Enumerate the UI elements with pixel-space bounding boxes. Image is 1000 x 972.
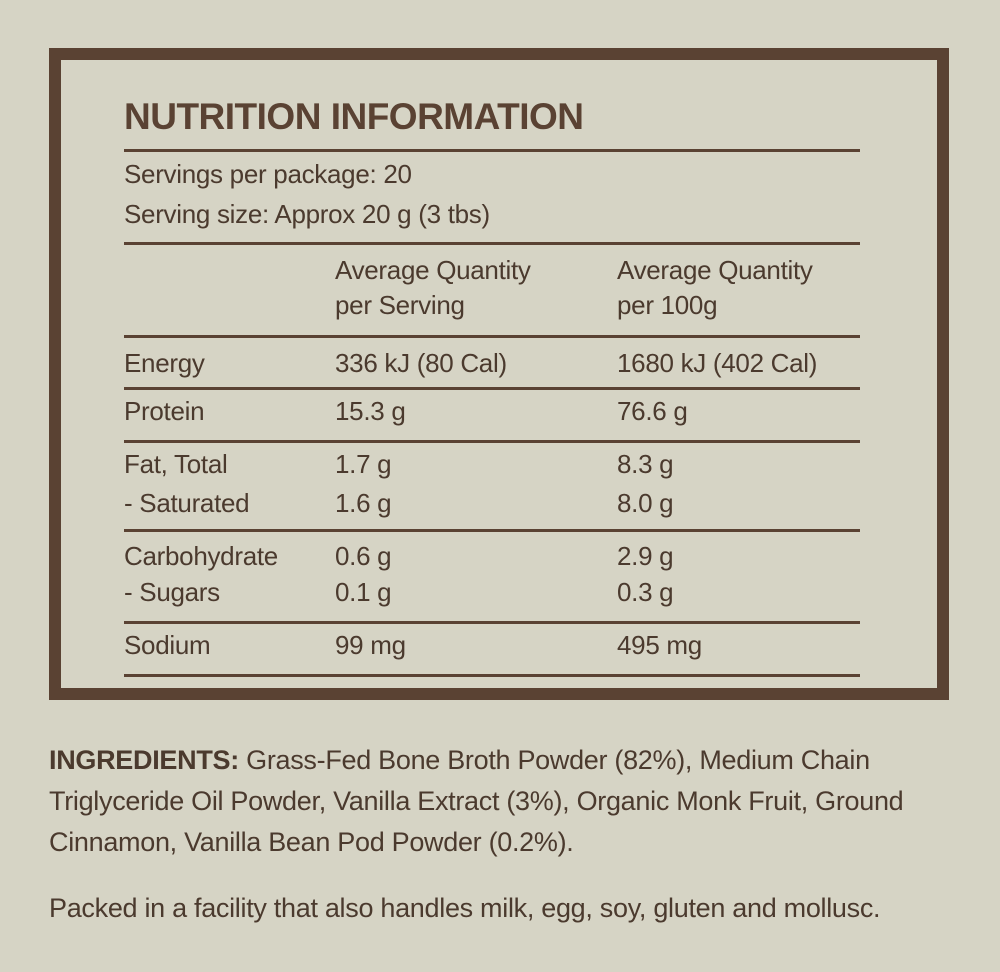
row-label-carbohydrate: Carbohydrate [124, 541, 278, 571]
header-per-serving-line1: Average Quantity [335, 255, 531, 285]
ingredients-paragraph: INGREDIENTS: Grass-Fed Bone Broth Powder… [49, 740, 949, 863]
row-saturated-per-100g: 8.0 g [617, 488, 674, 518]
ingredients-label: INGREDIENTS: [49, 745, 239, 775]
row-rule [124, 529, 860, 532]
table-bottom-rule [124, 674, 860, 677]
row-label-sugars: - Sugars [124, 577, 220, 607]
row-label-saturated: - Saturated [124, 488, 250, 518]
row-rule [124, 387, 860, 390]
header-per-100g-line1: Average Quantity [617, 255, 813, 285]
row-energy-per-serving: 336 kJ (80 Cal) [335, 348, 507, 378]
servings-per-package: Servings per package: 20 [124, 159, 412, 189]
serving-size: Serving size: Approx 20 g (3 tbs) [124, 199, 490, 229]
row-sugars-per-serving: 0.1 g [335, 577, 392, 607]
row-rule [124, 621, 860, 624]
header-rule-bottom [124, 335, 860, 338]
row-sodium-per-serving: 99 mg [335, 630, 406, 660]
row-fat-total-per-serving: 1.7 g [335, 449, 392, 479]
row-label-fat-total: Fat, Total [124, 449, 228, 479]
header-per-serving-line2: per Serving [335, 290, 465, 320]
header-per-100g-line2: per 100g [617, 290, 718, 320]
ingredients-text: Grass-Fed Bone Broth Powder (82%), Mediu… [49, 745, 904, 857]
row-sodium-per-100g: 495 mg [617, 630, 702, 660]
row-fat-total-per-100g: 8.3 g [617, 449, 674, 479]
row-protein-per-100g: 76.6 g [617, 396, 688, 426]
header-rule-top [124, 242, 860, 245]
nutrition-title: NUTRITION INFORMATION [124, 96, 584, 137]
row-label-sodium: Sodium [124, 630, 211, 660]
row-label-protein: Protein [124, 396, 205, 426]
row-carbohydrate-per-serving: 0.6 g [335, 541, 392, 571]
row-label-energy: Energy [124, 348, 205, 378]
row-saturated-per-serving: 1.6 g [335, 488, 392, 518]
row-protein-per-serving: 15.3 g [335, 396, 406, 426]
row-rule [124, 440, 860, 443]
row-energy-per-100g: 1680 kJ (402 Cal) [617, 348, 818, 378]
title-rule [124, 149, 860, 152]
row-sugars-per-100g: 0.3 g [617, 577, 674, 607]
row-carbohydrate-per-100g: 2.9 g [617, 541, 674, 571]
nutrition-panel-border [49, 48, 949, 700]
allergen-note: Packed in a facility that also handles m… [49, 893, 881, 923]
